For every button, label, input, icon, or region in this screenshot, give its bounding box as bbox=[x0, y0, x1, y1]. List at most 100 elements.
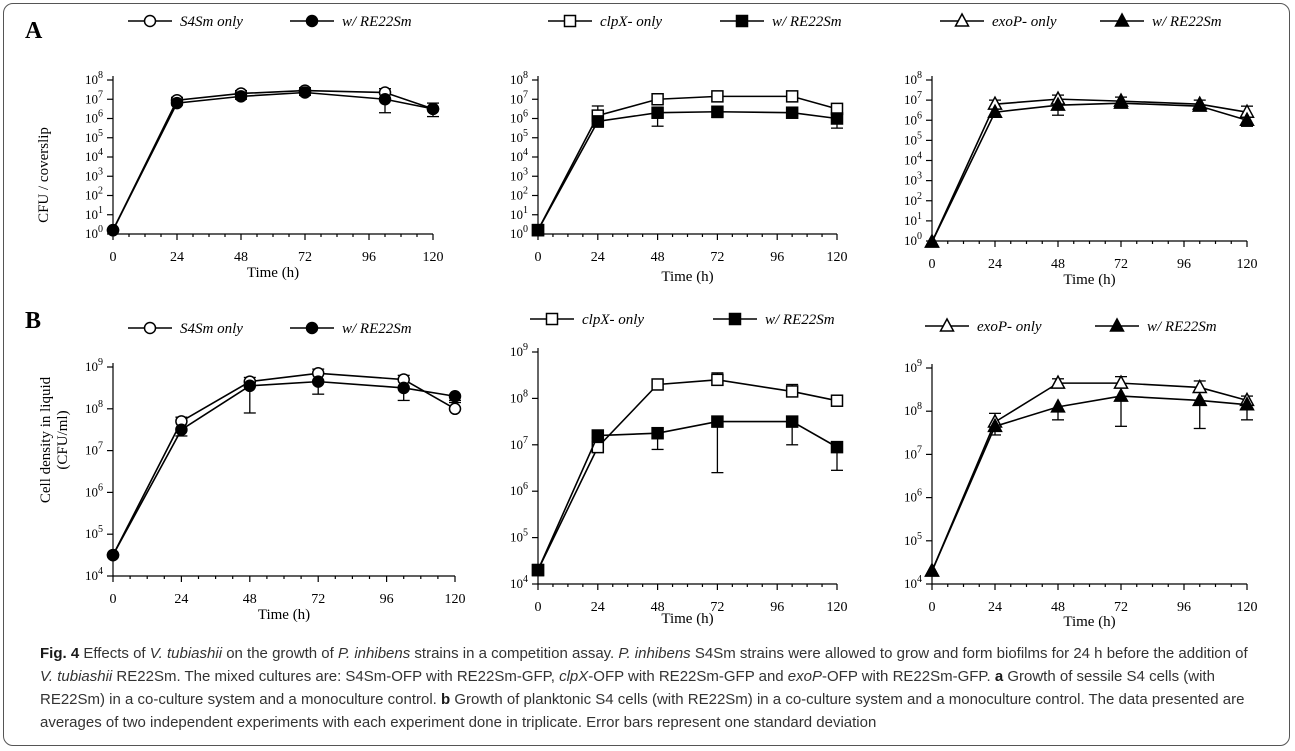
y-tick-label: 102 bbox=[510, 186, 528, 203]
x-tick-label: 0 bbox=[929, 257, 936, 272]
legend-label: w/ RE22Sm bbox=[1152, 14, 1222, 30]
legend-label: w/ RE22Sm bbox=[772, 14, 842, 30]
data-point bbox=[448, 390, 462, 403]
data-point bbox=[711, 415, 724, 428]
data-point bbox=[426, 102, 440, 116]
legend-entry: w/ RE22Sm bbox=[1095, 317, 1217, 335]
y-tick-label: 104 bbox=[510, 574, 528, 591]
legend-label: clpX- only bbox=[600, 14, 662, 30]
y-tick-label: 100 bbox=[85, 224, 103, 241]
data-point bbox=[1113, 387, 1129, 402]
data-point bbox=[298, 86, 312, 99]
legend-entry: w/ RE22Sm bbox=[290, 321, 412, 337]
x-axis-title: Time (h) bbox=[247, 265, 299, 281]
y-tick-label: 103 bbox=[510, 166, 528, 183]
y-tick-label: 106 bbox=[85, 482, 103, 499]
caption-text: on the growth of bbox=[222, 645, 338, 662]
series-line bbox=[112, 89, 434, 231]
y-tick-label: 105 bbox=[904, 531, 922, 548]
y-tick-label: 107 bbox=[85, 89, 103, 106]
x-tick-label: 48 bbox=[651, 600, 665, 615]
data-point bbox=[711, 105, 724, 119]
x-tick-label: 72 bbox=[1114, 600, 1128, 615]
x-tick-label: 120 bbox=[1237, 600, 1258, 615]
caption-species: P. inhibens bbox=[337, 645, 411, 662]
data-point bbox=[830, 394, 844, 407]
legend-marker bbox=[728, 312, 742, 326]
legend-entry: clpX- only bbox=[530, 312, 644, 328]
figure-frame bbox=[3, 3, 1290, 746]
legend-marker bbox=[1109, 317, 1125, 332]
x-axis-title: Time (h) bbox=[661, 269, 713, 285]
caption-text: strains in a competition assay. bbox=[410, 645, 619, 662]
data-point bbox=[1191, 391, 1208, 407]
data-point bbox=[397, 381, 410, 395]
y-tick-label: 104 bbox=[904, 151, 922, 168]
data-point bbox=[234, 90, 248, 103]
x-tick-label: 96 bbox=[1177, 257, 1191, 272]
x-tick-label: 96 bbox=[362, 250, 376, 265]
y-axis-title-b-line1: Cell density in liquid bbox=[38, 376, 54, 503]
data-point bbox=[1050, 96, 1066, 111]
series-line bbox=[931, 395, 1248, 572]
series-line bbox=[537, 95, 838, 231]
figure-canvas: A B CFU / coverslip Cell density in liquid(… bbox=[25, 12, 1258, 630]
y-tick-label: 103 bbox=[85, 166, 103, 183]
x-axis-title: Time (h) bbox=[1063, 272, 1115, 288]
caption-gene: exoP bbox=[787, 668, 822, 685]
y-tick-label: 106 bbox=[85, 109, 103, 126]
x-tick-label: 96 bbox=[380, 592, 394, 607]
y-tick-label: 102 bbox=[85, 186, 103, 203]
data-point bbox=[1050, 398, 1066, 413]
x-tick-label: 24 bbox=[170, 250, 184, 265]
y-tick-label: 108 bbox=[85, 399, 103, 416]
legend-marker bbox=[563, 14, 577, 28]
data-point bbox=[987, 417, 1003, 433]
legend-marker bbox=[305, 321, 319, 335]
x-axis-title: Time (h) bbox=[258, 607, 310, 623]
data-point bbox=[830, 440, 844, 454]
x-tick-label: 0 bbox=[929, 600, 936, 615]
y-tick-label: 105 bbox=[85, 524, 103, 541]
legend-marker bbox=[305, 14, 319, 28]
y-tick-label: 108 bbox=[510, 388, 528, 405]
y-tick-label: 105 bbox=[904, 130, 922, 147]
x-tick-label: 0 bbox=[110, 592, 117, 607]
series-circle-filled bbox=[106, 86, 440, 237]
y-tick-label: 108 bbox=[904, 70, 922, 87]
y-tick-label: 105 bbox=[510, 128, 528, 145]
data-point bbox=[448, 402, 462, 416]
legend-label: w/ RE22Sm bbox=[342, 321, 412, 337]
y-axis-title-a: CFU / coverslip bbox=[36, 127, 52, 223]
x-tick-label: 0 bbox=[535, 250, 542, 265]
y-tick-label: 107 bbox=[904, 90, 922, 107]
legend-marker bbox=[143, 14, 157, 28]
data-point bbox=[1113, 374, 1129, 389]
y-axis-title-b-line2: (CFU/ml) bbox=[55, 410, 71, 469]
y-tick-label: 109 bbox=[510, 342, 528, 359]
caption-species: V. tubiashii bbox=[149, 645, 223, 662]
data-point bbox=[243, 379, 257, 393]
y-tick-label: 106 bbox=[904, 488, 922, 505]
caption-text: S4Sm strains were allowed to grow and fo… bbox=[690, 645, 1248, 662]
data-point bbox=[170, 96, 184, 110]
x-tick-label: 24 bbox=[988, 600, 1002, 615]
series-line bbox=[537, 110, 838, 231]
data-point bbox=[591, 115, 605, 128]
legend-label: w/ RE22Sm bbox=[342, 14, 412, 30]
data-point bbox=[311, 375, 325, 388]
chart-b-left: 104 105 106 107 108 109 0 24 48 72 96 120 Time (h) S4… bbox=[85, 321, 466, 623]
chart-b-middle: 104 105 106 107 108 109 0 24 48 72 96 120 Time (h) cl… bbox=[510, 312, 848, 627]
series-circle-filled bbox=[106, 375, 462, 562]
caption-text: -OFP with RE22Sm-GFP and bbox=[588, 668, 788, 685]
data-point bbox=[785, 106, 799, 119]
y-tick-label: 103 bbox=[904, 171, 922, 188]
x-axis-title: Time (h) bbox=[1063, 614, 1115, 630]
chart-a-left: 100 101 102 103 104 105 106 107 108 0 24 48 72 96 120 T… bbox=[85, 14, 444, 281]
data-point bbox=[651, 426, 664, 440]
caption-text: -OFP with RE22Sm-GFP. bbox=[822, 668, 995, 685]
series-line bbox=[537, 379, 838, 571]
legend-label: S4Sm only bbox=[180, 14, 243, 30]
chart-b-right: 104 105 106 107 108 109 0 24 48 72 96 120 Time (h) ex… bbox=[904, 317, 1258, 630]
chart-a-middle: 100 101 102 103 104 105 106 107 108 0 24 48 72 96 120 T… bbox=[510, 14, 848, 285]
